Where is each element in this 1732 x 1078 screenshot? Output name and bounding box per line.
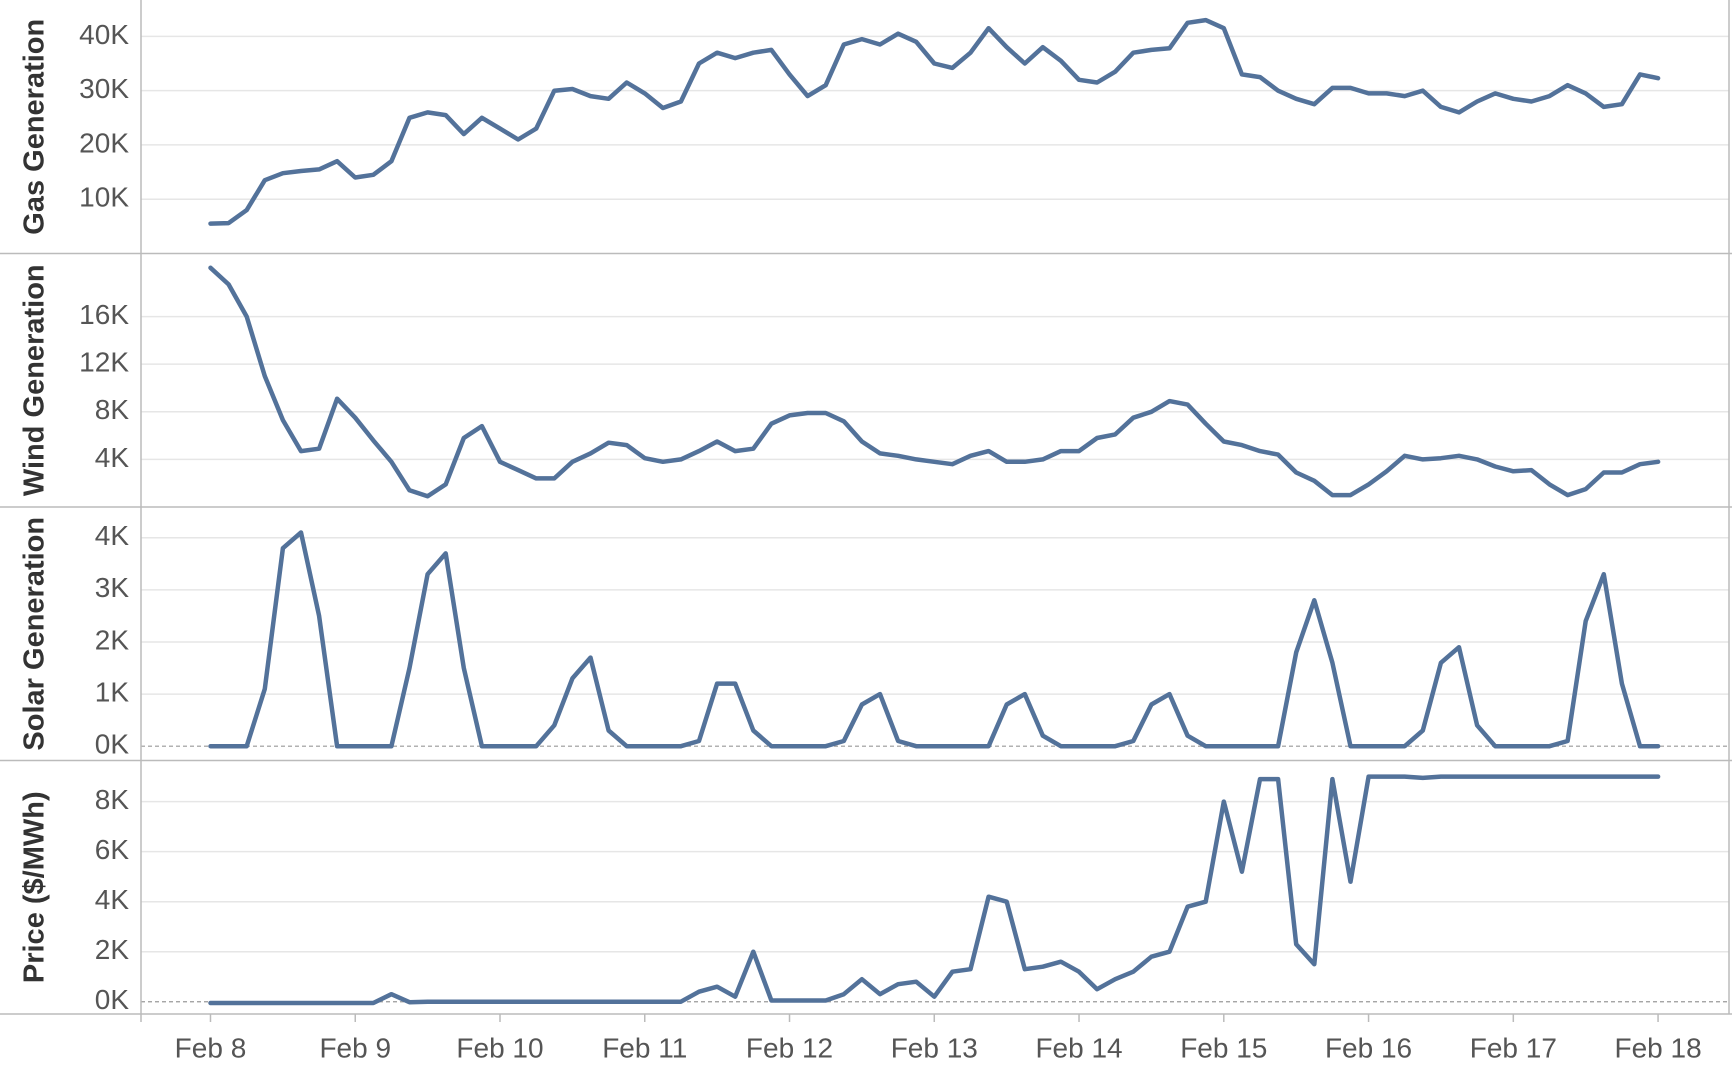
y-axis-title: Solar Generation — [19, 517, 51, 751]
y-tick-label: 30K — [79, 73, 129, 104]
series-line — [208, 774, 1661, 1006]
x-tick-label: Feb 11 — [602, 1032, 687, 1063]
y-tick-label: 20K — [79, 127, 129, 158]
y-tick-label: 3K — [95, 572, 130, 603]
x-tick-label: Feb 8 — [175, 1032, 247, 1063]
y-tick-label: 6K — [95, 834, 130, 865]
series-line — [208, 265, 1661, 499]
y-tick-label: 40K — [79, 19, 129, 50]
x-tick-label: Feb 18 — [1614, 1032, 1701, 1063]
x-tick-label: Feb 16 — [1325, 1032, 1412, 1063]
y-tick-label: 4K — [95, 520, 130, 551]
x-tick-label: Feb 15 — [1180, 1032, 1267, 1063]
y-tick-label: 16K — [79, 299, 129, 330]
y-tick-label: 2K — [95, 934, 130, 965]
x-tick-label: Feb 14 — [1035, 1032, 1122, 1063]
y-tick-label: 0K — [95, 984, 130, 1015]
y-tick-label: 8K — [95, 394, 130, 425]
x-tick-label: Feb 9 — [319, 1032, 391, 1063]
x-tick-label: Feb 13 — [891, 1032, 978, 1063]
y-tick-label: 4K — [95, 442, 130, 473]
series-line — [208, 17, 1661, 226]
y-axis-title: Wind Generation — [19, 264, 51, 496]
x-tick-label: Feb 10 — [456, 1032, 543, 1063]
x-tick-label: Feb 12 — [746, 1032, 833, 1063]
y-axis-title: Gas Generation — [19, 19, 51, 235]
series-line — [208, 530, 1661, 749]
y-tick-label: 0K — [95, 729, 130, 760]
y-tick-label: 1K — [95, 676, 130, 707]
y-axis-title: Price ($/MWh) — [19, 791, 51, 983]
y-tick-label: 10K — [79, 182, 129, 213]
x-tick-label: Feb 17 — [1470, 1032, 1557, 1063]
y-tick-label: 12K — [79, 347, 129, 378]
y-tick-label: 4K — [95, 884, 130, 915]
y-tick-label: 8K — [95, 784, 130, 815]
y-tick-label: 2K — [95, 624, 130, 655]
